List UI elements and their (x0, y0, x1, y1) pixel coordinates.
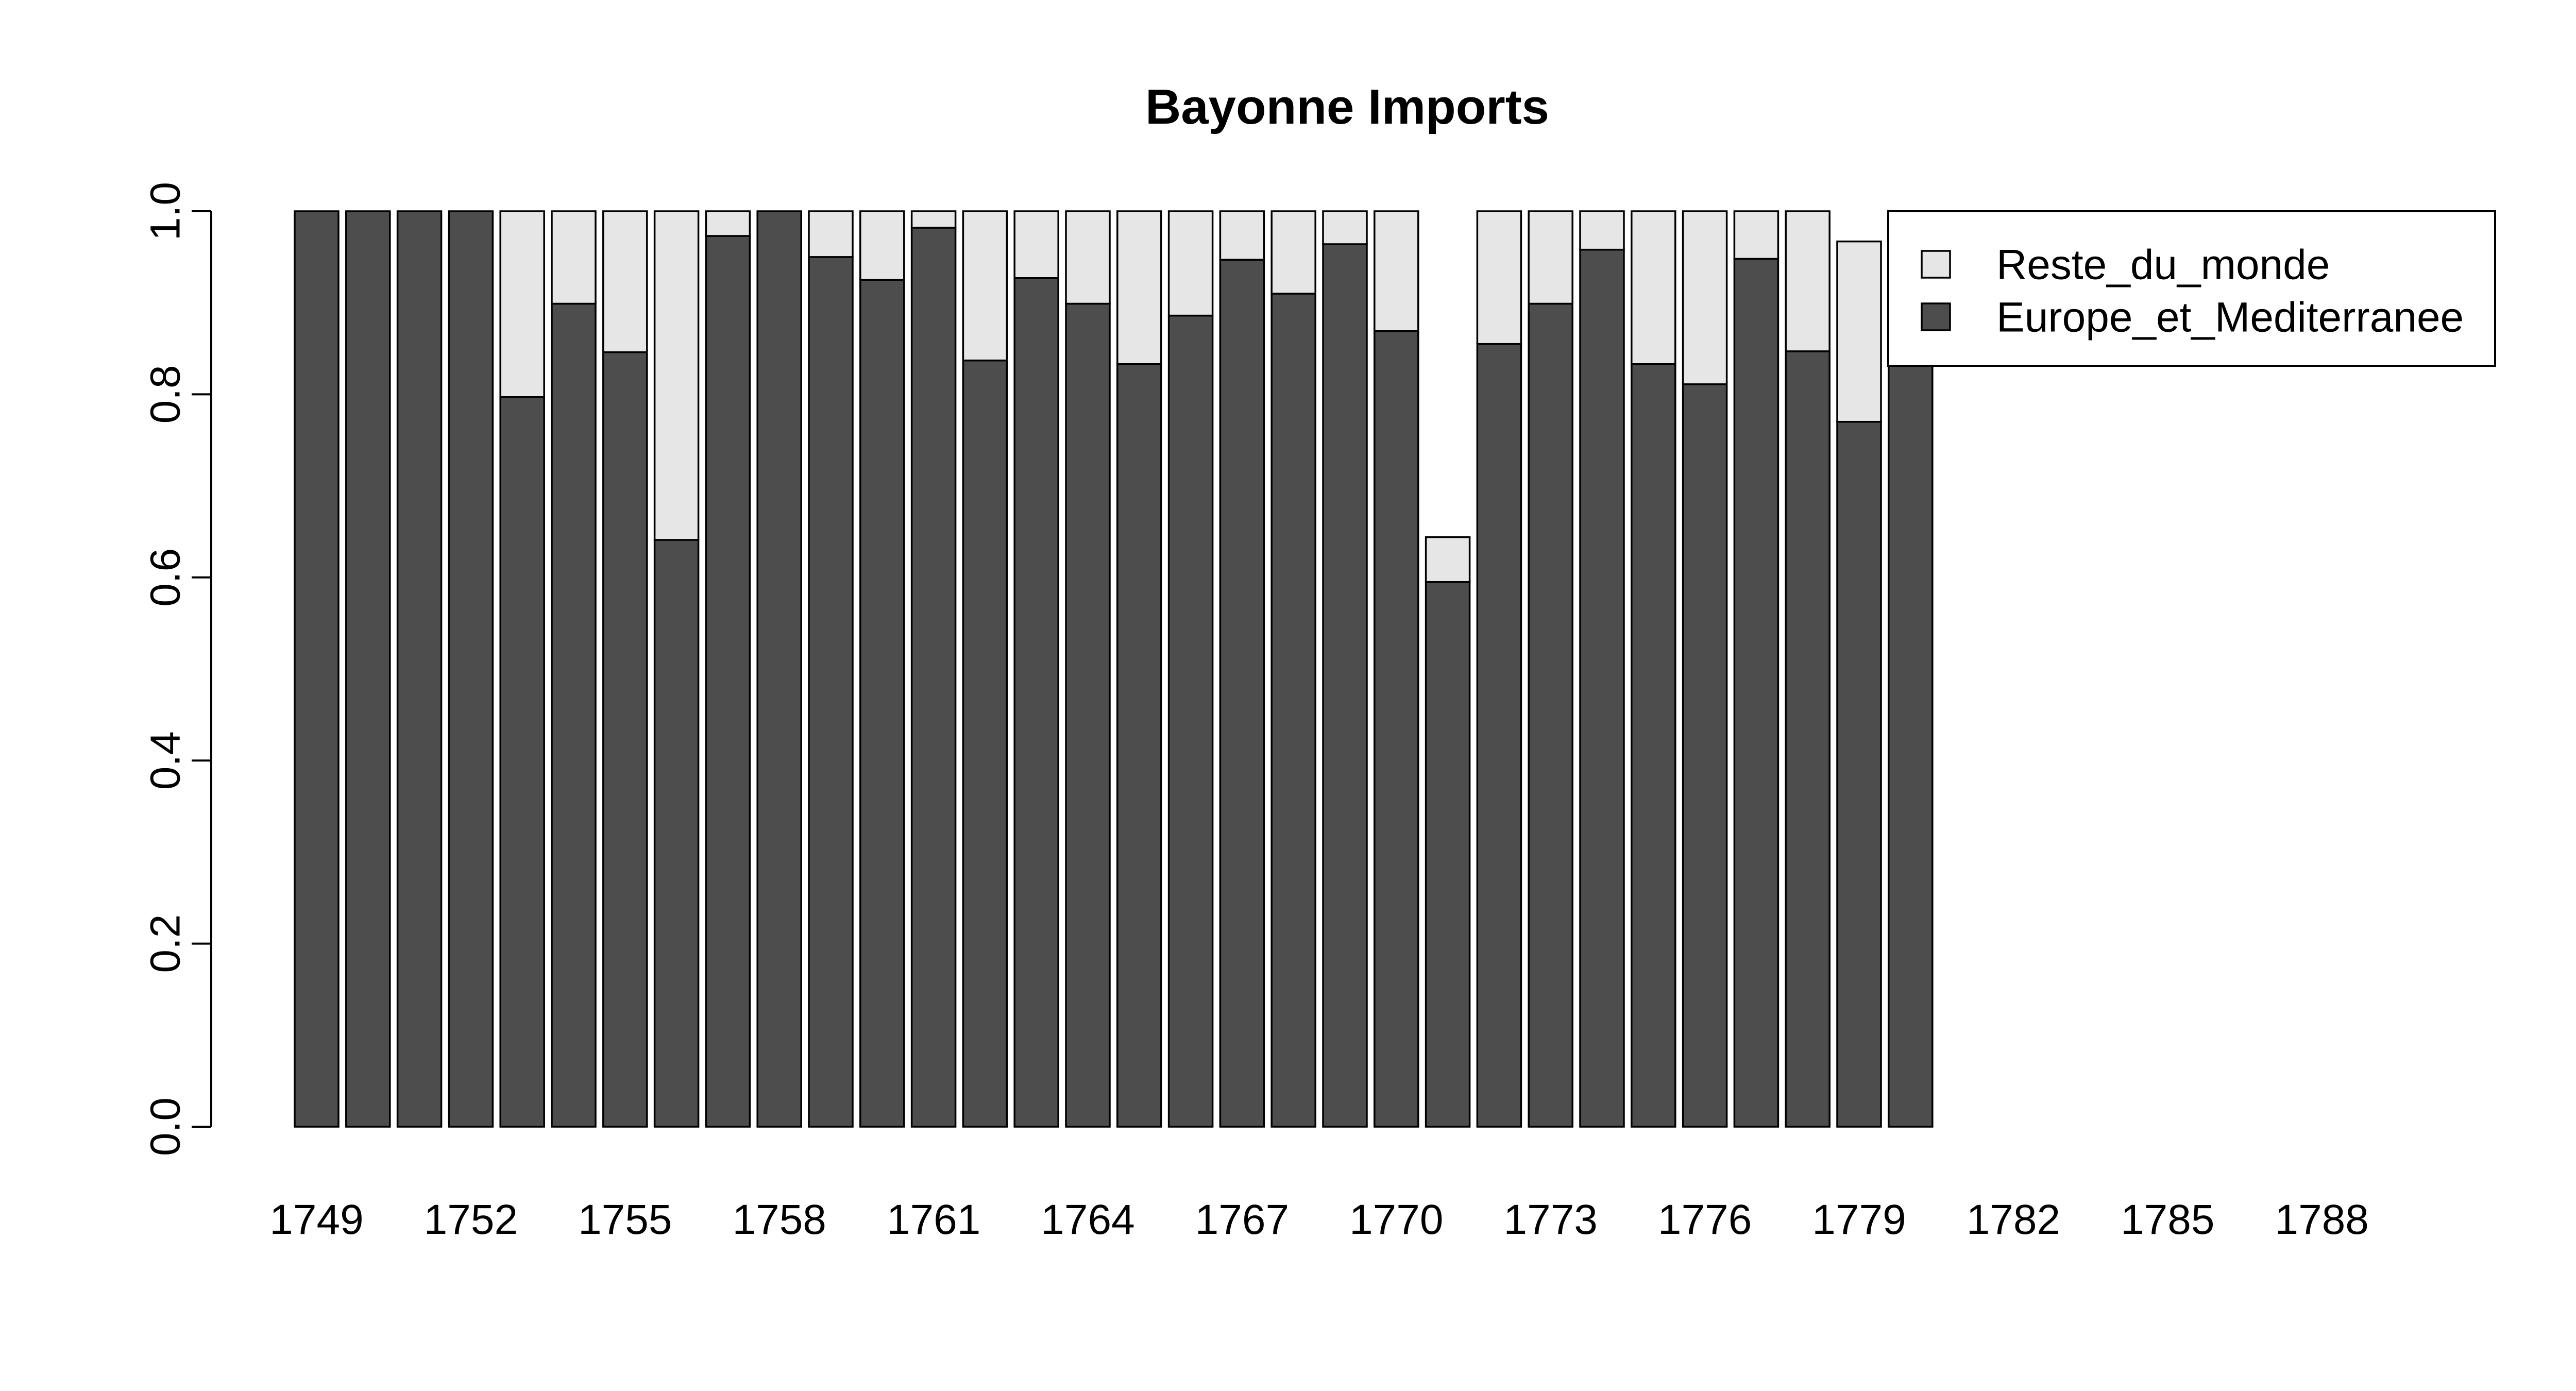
bar-europe-et-mediterranee (499, 396, 545, 1128)
y-tick-label: 0.8 (142, 365, 189, 423)
bar-reste-du-monde (1270, 210, 1316, 295)
bar-reste-du-monde (1116, 210, 1162, 365)
bar-europe-et-mediterranee (962, 359, 1008, 1128)
bar-reste-du-monde (1425, 536, 1471, 583)
bar-europe-et-mediterranee (1476, 343, 1522, 1128)
bar-europe-et-mediterranee (1888, 320, 1934, 1128)
bar-europe-et-mediterranee (910, 227, 957, 1128)
bar-europe-et-mediterranee (1065, 302, 1111, 1128)
bar-europe-et-mediterranee (859, 279, 905, 1128)
x-tick-label: 1776 (1658, 1196, 1752, 1243)
bar-europe-et-mediterranee (1785, 350, 1831, 1128)
legend-label: Reste_du_monde (1996, 242, 2330, 289)
x-tick-label: 1779 (1812, 1196, 1906, 1243)
x-tick-label: 1782 (1967, 1196, 2060, 1243)
bar-reste-du-monde (859, 210, 905, 281)
x-tick-label: 1770 (1349, 1196, 1443, 1243)
bar-europe-et-mediterranee (551, 302, 597, 1128)
bar-reste-du-monde (602, 210, 648, 353)
bar-reste-du-monde (1013, 210, 1059, 279)
bar-reste-du-monde (1219, 210, 1265, 261)
bar-europe-et-mediterranee (1631, 363, 1676, 1128)
y-tick-label: 0.2 (142, 914, 189, 973)
bar-reste-du-monde (499, 210, 545, 398)
bar-europe-et-mediterranee (294, 210, 340, 1128)
bar-reste-du-monde (1733, 210, 1780, 260)
y-tick-label: 0.0 (142, 1097, 189, 1156)
bar-reste-du-monde (910, 210, 957, 229)
bar-reste-du-monde (1374, 210, 1419, 332)
bar-europe-et-mediterranee (756, 210, 802, 1128)
bar-europe-et-mediterranee (653, 539, 700, 1128)
bar-europe-et-mediterranee (1682, 383, 1728, 1128)
x-tick-label: 1752 (424, 1196, 518, 1243)
bar-europe-et-mediterranee (1579, 248, 1625, 1128)
bar-europe-et-mediterranee (1425, 581, 1471, 1128)
bar-reste-du-monde (1579, 210, 1625, 251)
bar-europe-et-mediterranee (1013, 277, 1059, 1128)
bar-europe-et-mediterranee (705, 235, 751, 1128)
x-tick-label: 1788 (2275, 1196, 2368, 1243)
bar-reste-du-monde (653, 210, 700, 541)
bar-reste-du-monde (1682, 210, 1728, 385)
bar-europe-et-mediterranee (1322, 243, 1368, 1128)
legend-label: Europe_et_Mediterranee (1996, 294, 2464, 341)
bar-europe-et-mediterranee (1374, 330, 1419, 1128)
y-tick-label: 0.4 (142, 731, 189, 790)
bar-reste-du-monde (1476, 210, 1522, 345)
y-axis: 0.0 0.2 0.4 0.6 0.8 1.0 (142, 182, 212, 1156)
x-tick-label: 1785 (2121, 1196, 2214, 1243)
bar-reste-du-monde (1785, 210, 1831, 352)
bar-reste-du-monde (551, 210, 597, 305)
legend-swatch (1921, 302, 1951, 331)
bar-reste-du-monde (962, 210, 1008, 362)
bar-europe-et-mediterranee (1836, 420, 1882, 1128)
x-tick-label: 1758 (732, 1196, 826, 1243)
bar-europe-et-mediterranee (1116, 363, 1162, 1128)
bar-europe-et-mediterranee (1219, 259, 1265, 1128)
bar-reste-du-monde (705, 210, 751, 237)
bar-europe-et-mediterranee (1270, 293, 1316, 1128)
bar-reste-du-monde (1631, 210, 1676, 365)
bar-europe-et-mediterranee (345, 210, 391, 1128)
bar-europe-et-mediterranee (1528, 302, 1573, 1128)
bar-europe-et-mediterranee (396, 210, 443, 1128)
bar-reste-du-monde (1065, 210, 1111, 305)
chart-title: Bayonne Imports (1145, 79, 1549, 134)
bar-europe-et-mediterranee (1167, 314, 1214, 1128)
x-tick-label: 1761 (887, 1196, 980, 1243)
bar-europe-et-mediterranee (808, 256, 854, 1128)
bar-reste-du-monde (1836, 240, 1882, 423)
bar-reste-du-monde (1528, 210, 1573, 305)
bar-reste-du-monde (1167, 210, 1214, 317)
x-tick-label: 1773 (1503, 1196, 1597, 1243)
x-tick-label: 1749 (269, 1196, 363, 1243)
x-tick-label: 1764 (1041, 1196, 1134, 1243)
legend-box (1887, 210, 2496, 367)
bar-europe-et-mediterranee (602, 351, 648, 1128)
bar-europe-et-mediterranee (448, 210, 494, 1128)
x-tick-label: 1767 (1195, 1196, 1289, 1243)
bar-europe-et-mediterranee (1733, 258, 1780, 1128)
bar-reste-du-monde (808, 210, 854, 258)
x-tick-label: 1755 (578, 1196, 672, 1243)
y-tick-label: 0.6 (142, 548, 189, 607)
y-tick-label: 1.0 (142, 182, 189, 241)
legend-swatch (1921, 250, 1951, 279)
x-axis-labels: 1749 1752 1755 1758 1761 1764 1767 1770 1773 1776… (269, 1196, 2369, 1243)
legend: Reste_du_monde Europe_et_Mediterranee (1887, 210, 2496, 367)
bars (294, 210, 1934, 1128)
bar-reste-du-monde (1322, 210, 1368, 245)
